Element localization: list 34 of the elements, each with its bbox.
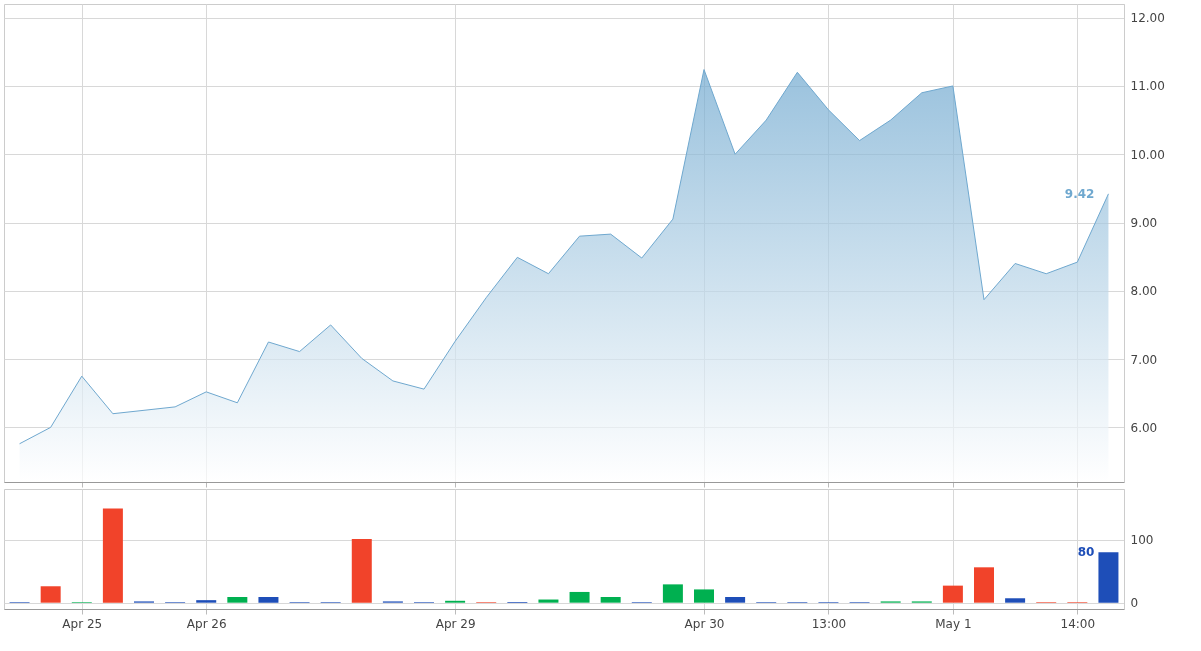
bar (600, 597, 621, 603)
y-tick-label: 100 (1130, 533, 1154, 548)
y-tick-label: 7.00 (1130, 352, 1158, 367)
bar (196, 600, 217, 603)
bar (974, 567, 994, 603)
y-tick-label: 6.00 (1130, 420, 1158, 435)
bar (227, 597, 248, 603)
y-tick-label: 8.00 (1130, 284, 1158, 299)
annotation: 80 (1077, 545, 1095, 560)
bar (1098, 552, 1119, 603)
bar (662, 584, 683, 603)
y-tick-label: 9.00 (1130, 216, 1158, 231)
x-tick-label: Apr 30 (684, 616, 725, 631)
x-tick-label: 14:00 (1060, 616, 1096, 631)
bar (725, 597, 746, 603)
x-tick-label: Apr 26 (186, 616, 227, 631)
bar (40, 586, 61, 603)
bar (351, 538, 372, 603)
bar (942, 585, 963, 603)
x-tick-label: Apr 29 (435, 616, 476, 631)
bar (569, 591, 590, 603)
x-tick-label: Apr 25 (62, 616, 103, 631)
bar (694, 589, 714, 603)
annotation: 9.42 (1064, 186, 1095, 201)
y-tick-label: 0 (1130, 596, 1139, 611)
x-tick-label: 13:00 (811, 616, 847, 631)
bar (1005, 598, 1026, 603)
bar (102, 508, 123, 603)
bar (258, 597, 279, 603)
y-tick-label: 11.00 (1130, 79, 1165, 94)
x-tick-label: May 1 (935, 616, 972, 631)
bar (538, 599, 559, 603)
y-tick-label: 10.00 (1130, 147, 1165, 162)
y-tick-label: 12.00 (1130, 11, 1165, 26)
